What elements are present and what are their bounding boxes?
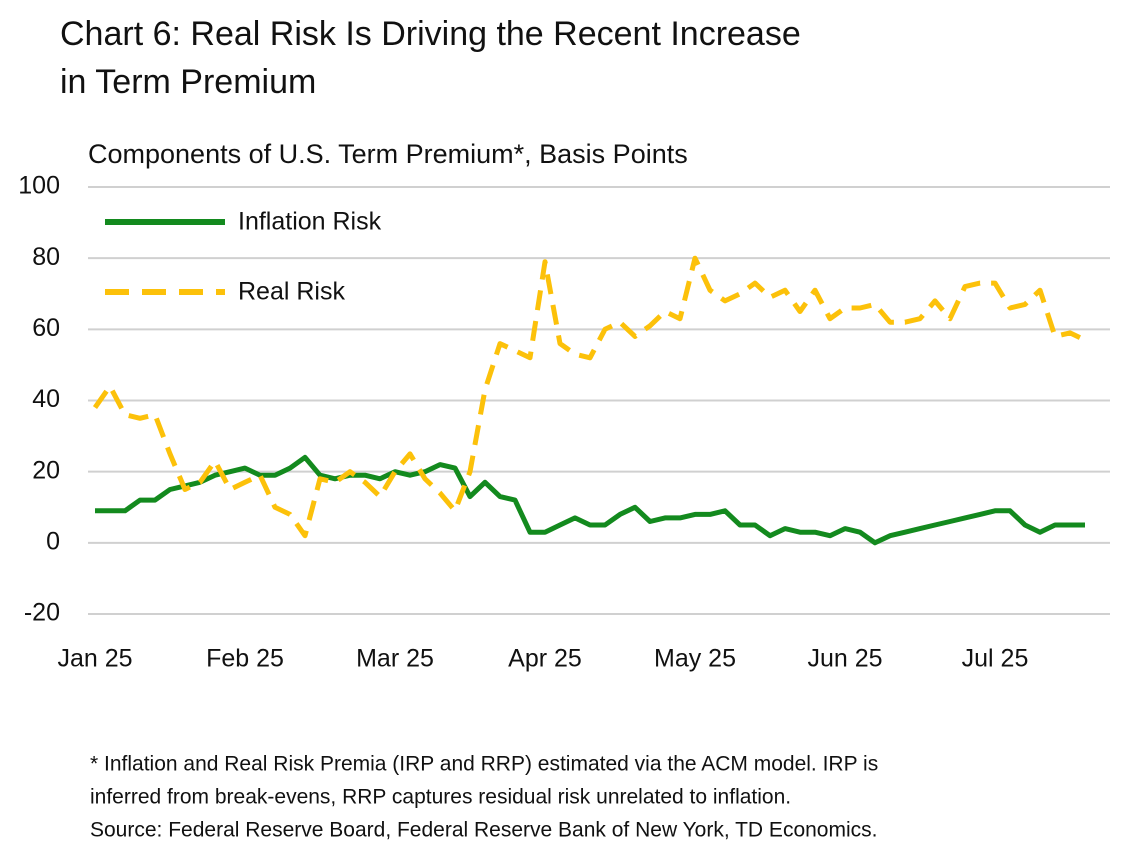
data-line xyxy=(95,454,1085,546)
y-tick-label: 20 xyxy=(32,456,60,484)
chart-title: Chart 6: Real Risk Is Driving the Recent… xyxy=(60,15,801,53)
x-tick-label: Jan 25 xyxy=(57,645,132,673)
footnote: Source: Federal Reserve Board, Federal R… xyxy=(90,819,877,842)
y-tick-label: 40 xyxy=(32,385,60,413)
y-tick-label: -20 xyxy=(24,599,60,627)
x-tick-label: Mar 25 xyxy=(356,645,434,673)
footnote: * Inflation and Real Risk Premia (IRP an… xyxy=(90,753,878,776)
chart-title: in Term Premium xyxy=(60,63,316,101)
x-tick-label: May 25 xyxy=(654,645,736,673)
y-tick-label: 0 xyxy=(46,527,60,555)
data-line xyxy=(92,255,1087,539)
x-tick-label: Jul 25 xyxy=(962,645,1029,673)
y-tick-label: 100 xyxy=(18,172,60,200)
y-tick-label: 60 xyxy=(32,314,60,342)
chart-subtitle: Components of U.S. Term Premium*, Basis … xyxy=(88,139,688,169)
x-tick-label: Feb 25 xyxy=(206,645,284,673)
legend-label: Inflation Risk xyxy=(238,208,382,236)
footnote: inferred from break-evens, RRP captures … xyxy=(90,786,791,809)
x-tick-label: Apr 25 xyxy=(508,645,582,673)
x-tick-label: Jun 25 xyxy=(807,645,882,673)
y-tick-label: 80 xyxy=(32,243,60,271)
legend-label: Real Risk xyxy=(238,278,345,306)
